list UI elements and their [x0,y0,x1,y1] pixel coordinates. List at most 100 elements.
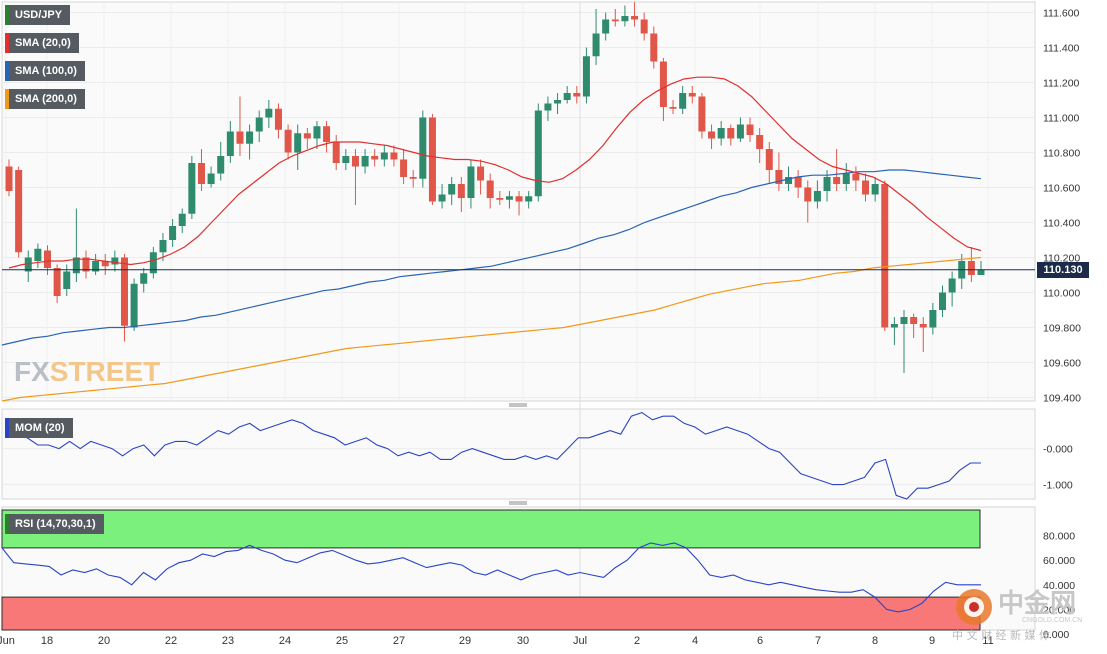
candle [419,117,427,179]
sma200-label: SMA (200,0) [15,93,77,105]
candle [207,173,215,184]
sma100-tag[interactable]: SMA (100,0) [5,61,85,81]
cngold-watermark: 中金网 CNGOLD.COM.CN 中 文 财 经 新 媒 体 [952,577,1102,654]
candle [765,149,773,170]
candle [197,163,205,184]
candle [833,177,841,184]
candle [130,283,138,328]
candle [679,93,687,109]
candle [140,273,148,284]
candle [169,226,177,240]
x-tick-label: 11 [982,635,993,647]
candle [890,324,898,328]
watermark-site: CNGOLD.COM.CN [1022,617,1083,624]
sma200-tag[interactable]: SMA (200,0) [5,89,85,109]
sma20-tag[interactable]: SMA (20,0) [5,33,79,53]
x-tick-label: Jul [573,635,587,647]
candle [727,128,735,139]
rsi-tag[interactable]: RSI (14,70,30,1) [5,514,104,534]
candle [486,180,494,198]
x-tick-label: 20 [98,635,110,647]
candle [332,142,340,163]
y-tick-label: 109.800 [1043,323,1081,335]
candle [910,317,918,324]
candle [746,124,754,135]
instrument-tag[interactable]: USD/JPY [5,5,71,25]
candle [448,184,456,195]
candle [621,16,629,22]
y-tick-label: 110.800 [1043,148,1080,160]
candle [92,261,100,272]
rsi-y-tick-label: 0.000 [1043,629,1069,641]
y-tick-label: 111.600 [1043,8,1080,20]
candle [602,19,610,34]
candle [756,135,764,149]
candle [881,184,889,328]
candle [217,156,225,174]
mom-swatch [5,418,9,438]
fxstreet-logo: FXSTREET [14,356,160,387]
rsi-line [1,542,981,613]
candle [948,278,956,293]
candle [351,156,359,167]
candle [246,131,254,144]
mom-panel [1,408,1036,500]
candle [120,257,128,326]
rsi-y-tick-label: 60.000 [1043,555,1075,567]
instrument-label: USD/JPY [15,9,63,21]
candle [525,196,533,202]
candle [5,166,13,191]
candle [688,93,696,97]
candle [313,126,321,139]
candle [573,93,581,97]
x-tick-label: 6 [757,635,763,647]
candle [380,152,388,160]
rsi-label: RSI (14,70,30,1) [15,518,96,530]
candle [400,159,408,177]
x-tick-label: 2 [634,635,640,647]
rsi-overbought-zone [1,509,981,549]
mom-tag[interactable]: MOM (20) [5,418,73,438]
candle [505,196,513,200]
candle [939,292,947,310]
candle [438,194,446,202]
candle [785,177,793,184]
y-tick-label: 111.200 [1043,78,1080,90]
sma20-label: SMA (20,0) [15,37,71,49]
candle [592,33,600,57]
rsi-swatch [5,514,9,534]
candle [871,184,879,195]
candle [669,107,677,109]
candle [717,128,725,139]
candle [409,177,417,179]
fxstreet-fx: FX [14,356,50,387]
candle [852,173,860,181]
candle [611,19,619,22]
candle [72,257,80,274]
x-tick-label: 4 [692,635,698,647]
candle [274,108,282,130]
x-tick-label: 7 [815,635,821,647]
rsi-y-tick-label: 40.000 [1043,580,1075,592]
y-tick-label: 110.600 [1043,183,1080,195]
candle [53,268,61,296]
mom-y-tick-label: -0.000 [1043,444,1073,456]
candle [428,117,436,202]
candle [149,252,157,274]
candle [178,213,186,226]
candle [34,248,42,261]
x-tick-label: 25 [336,635,348,647]
candle [900,317,908,324]
candle [159,240,167,253]
candle [534,110,542,197]
candle [544,103,552,111]
candle [582,56,590,97]
candle [659,61,667,107]
candle [294,133,302,153]
candle [842,173,850,184]
x-tick-label: 22 [165,635,177,647]
candle [496,198,504,200]
y-tick-label: 110.000 [1043,288,1080,300]
x-tick-label: 30 [517,635,529,647]
